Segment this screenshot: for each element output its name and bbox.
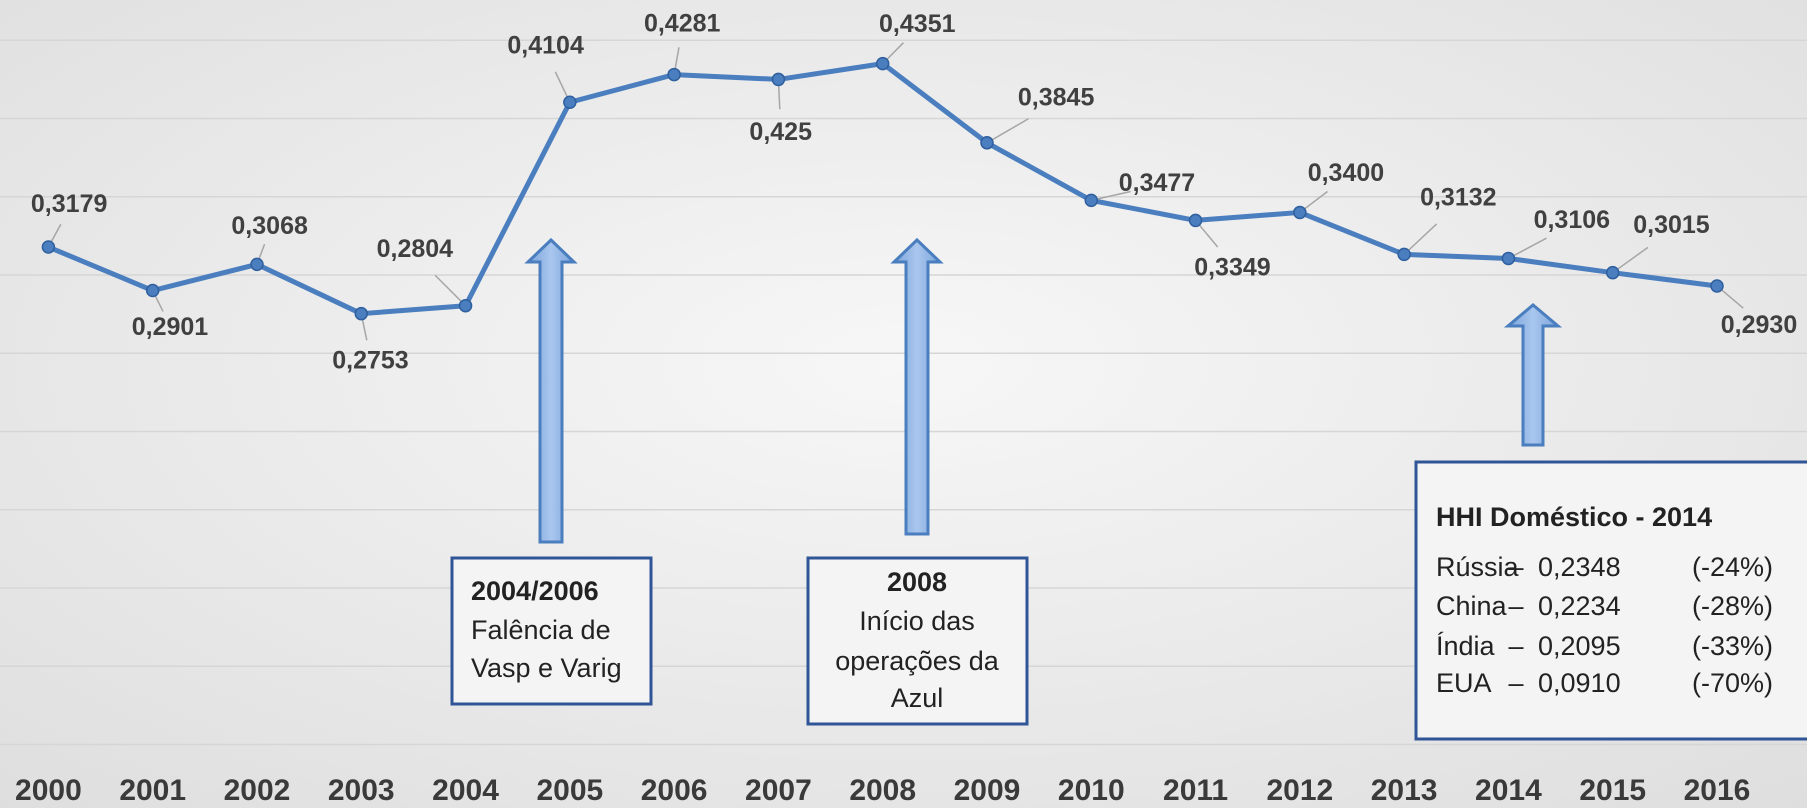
hhi-cell: EUA xyxy=(1436,668,1492,698)
point xyxy=(771,72,786,87)
x-tick-label: 2004 xyxy=(432,774,499,807)
hhi-cell: – xyxy=(1508,668,1523,698)
point xyxy=(1293,205,1307,220)
point xyxy=(1188,213,1203,228)
x-tick-label: 2003 xyxy=(328,774,395,807)
hhi-cell: (-33%) xyxy=(1692,631,1773,661)
hhi-cell: 0,2234 xyxy=(1538,591,1621,621)
leader-line xyxy=(986,118,1029,144)
hhi-cell: China xyxy=(1436,591,1508,621)
hhi-title: HHI Doméstico - 2014 xyxy=(1436,502,1712,532)
hhi-cell: Rússia xyxy=(1436,552,1520,582)
hhi-cell: 0,2348 xyxy=(1538,552,1621,582)
data-label: 0,3179 xyxy=(31,190,107,218)
leader-line xyxy=(1508,237,1547,260)
x-tick-label: 2006 xyxy=(641,774,708,807)
data-label: 0,3845 xyxy=(1018,84,1095,112)
hhi-cell: – xyxy=(1508,631,1523,661)
annotation-box xyxy=(806,556,1029,726)
hhi-cell: Índia xyxy=(1436,631,1496,661)
x-tick-label: 2000 xyxy=(15,774,82,807)
annotation-text: operações da xyxy=(835,646,1000,676)
point xyxy=(1605,265,1620,280)
annotation-text: Falência de xyxy=(471,615,611,645)
x-tick-label: 2016 xyxy=(1684,774,1751,807)
point xyxy=(1501,251,1516,266)
hhi-box xyxy=(1414,460,1807,741)
data-label: 0,4104 xyxy=(507,32,584,60)
point xyxy=(354,306,369,321)
point xyxy=(980,136,994,150)
data-label: 0,3015 xyxy=(1633,211,1710,239)
point xyxy=(41,240,56,254)
data-label: 0,2804 xyxy=(377,235,454,263)
annotation-text: Vasp e Varig xyxy=(471,653,622,683)
data-label: 0,2901 xyxy=(132,313,209,341)
point xyxy=(667,67,681,82)
data-label: 0,3106 xyxy=(1534,206,1610,234)
point xyxy=(458,298,473,313)
x-tick-label: 2005 xyxy=(536,774,603,807)
data-label: 0,3068 xyxy=(231,212,308,240)
leader-line xyxy=(1612,246,1649,274)
data-label: 0,3477 xyxy=(1119,169,1195,197)
annotation-title: 2004/2006 xyxy=(471,576,599,606)
annotation-text: Início das xyxy=(859,606,975,636)
data-label: 0,4351 xyxy=(879,10,956,38)
data-label: 0,3400 xyxy=(1308,159,1384,187)
data-label: 0,425 xyxy=(749,118,812,146)
x-tick-label: 2010 xyxy=(1058,774,1125,807)
point xyxy=(875,56,890,71)
point xyxy=(145,283,160,298)
hhi-cell: – xyxy=(1508,552,1523,582)
annotation-text: Azul xyxy=(891,683,944,713)
hhi-cell: 0,0910 xyxy=(1538,668,1621,698)
point xyxy=(1084,193,1099,208)
data-label: 0,2930 xyxy=(1721,311,1797,339)
x-tick-label: 2007 xyxy=(745,774,812,807)
hhi-cell: (-24%) xyxy=(1692,552,1773,582)
x-tick-label: 2001 xyxy=(119,774,186,807)
annotation-title: 2008 xyxy=(887,567,947,597)
arrow xyxy=(524,237,578,544)
x-tick-label: 2012 xyxy=(1266,774,1333,807)
data-label: 0,4281 xyxy=(644,10,721,38)
point xyxy=(563,95,577,110)
arrow xyxy=(1503,303,1563,447)
x-tick-label: 2011 xyxy=(1163,774,1228,807)
point xyxy=(1397,247,1411,262)
hhi-cell: (-28%) xyxy=(1692,591,1773,621)
leader-line xyxy=(434,274,467,307)
arrow xyxy=(890,237,944,536)
point xyxy=(1710,279,1724,293)
data-label: 0,3349 xyxy=(1194,253,1270,281)
hhi-cell: 0,2095 xyxy=(1538,631,1621,661)
x-tick-label: 2015 xyxy=(1579,774,1646,807)
data-label: 0,2753 xyxy=(332,347,408,375)
annotation-box xyxy=(450,556,653,706)
leader-line xyxy=(1403,223,1438,255)
x-tick-label: 2013 xyxy=(1371,774,1438,807)
x-tick-label: 2009 xyxy=(954,774,1021,807)
x-tick-label: 2014 xyxy=(1475,774,1542,807)
data-label: 0,3132 xyxy=(1420,184,1496,212)
point xyxy=(250,257,264,272)
x-tick-label: 2008 xyxy=(849,774,916,807)
hhi-cell: – xyxy=(1508,591,1523,621)
x-tick-label: 2002 xyxy=(224,774,291,807)
hhi-cell: (-70%) xyxy=(1692,668,1773,698)
